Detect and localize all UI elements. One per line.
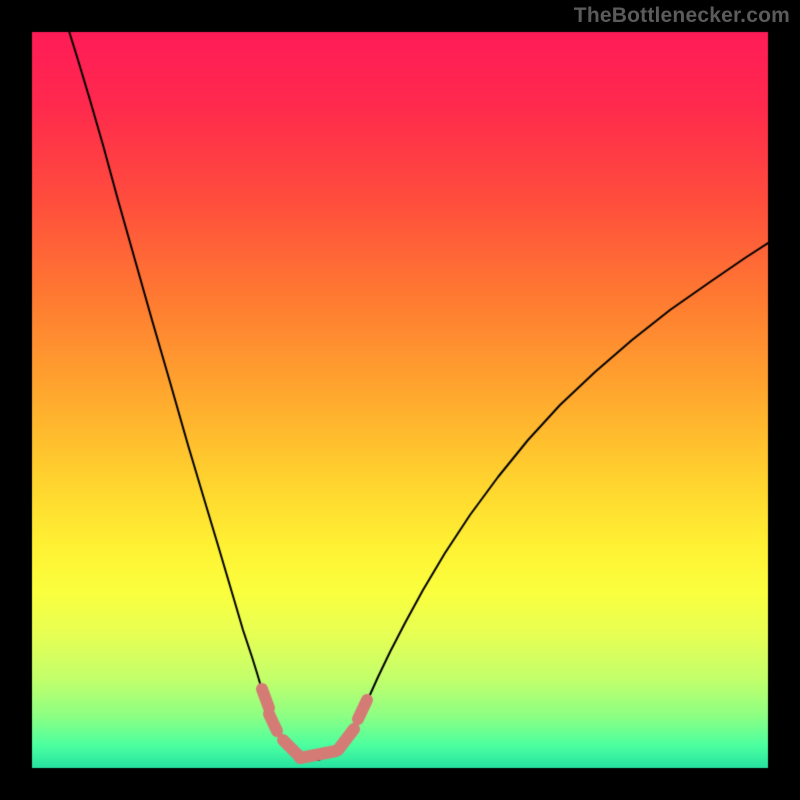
bottleneck-chart-canvas <box>0 0 800 800</box>
watermark-text: TheBottlenecker.com <box>574 0 800 28</box>
